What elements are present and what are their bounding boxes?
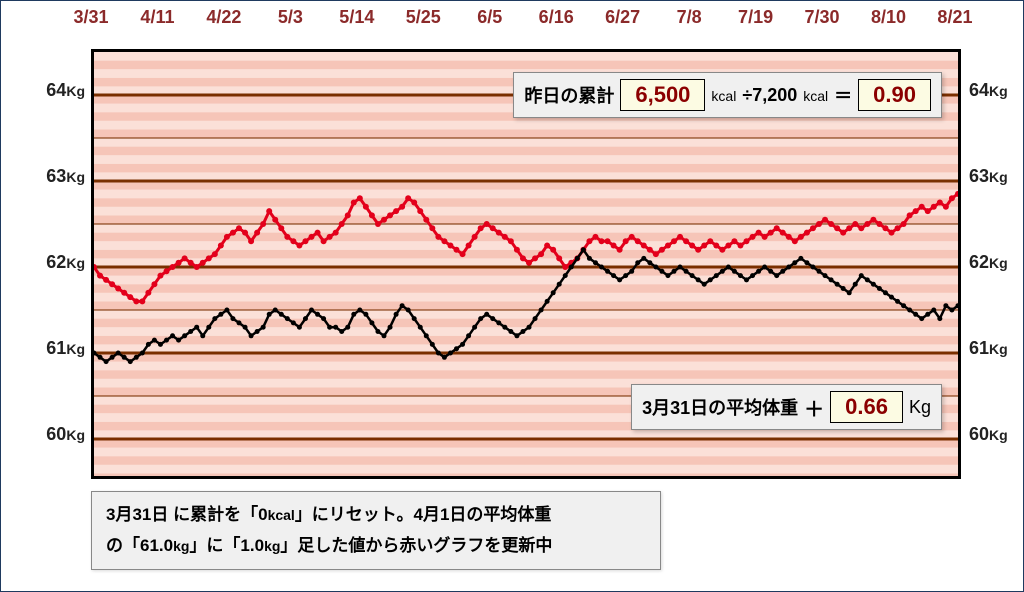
x-tick-label: 3/31: [73, 7, 108, 28]
y-tick-label-left: 64Kg: [25, 80, 85, 101]
x-tick-label: 5/3: [278, 7, 303, 28]
x-tick-label: 6/16: [539, 7, 574, 28]
x-tick-label: 8/10: [871, 7, 906, 28]
x-tick-label: 7/19: [738, 7, 773, 28]
plot-area: 昨日の累計 6,500 kcal ÷7,200 kcal ＝ 0.90 3月31…: [91, 49, 961, 479]
y-tick-label-left: 62Kg: [25, 252, 85, 273]
cumulative-label: 昨日の累計: [524, 82, 614, 108]
x-tick-label: 4/22: [206, 7, 241, 28]
equals-sign: ＝: [834, 82, 852, 108]
division-text: ÷7,200: [742, 85, 797, 106]
x-axis-labels: 3/31 4/11 4/22 5/3 5/14 5/25 6/5 6/16 6/27 7/8 7/1…: [1, 7, 1023, 37]
avg-weight-label: 3月31日の平均体重: [642, 394, 798, 420]
cumulative-calorie-box: 昨日の累計 6,500 kcal ÷7,200 kcal ＝ 0.90: [513, 72, 942, 118]
x-tick-label: 8/21: [937, 7, 972, 28]
x-tick-label: 6/5: [477, 7, 502, 28]
x-tick-label: 7/8: [677, 7, 702, 28]
y-tick-label-left: 60Kg: [25, 424, 85, 445]
y-tick-label-left: 61Kg: [25, 338, 85, 359]
y-tick-label-left: 63Kg: [25, 166, 85, 187]
x-tick-label: 6/27: [605, 7, 640, 28]
footnote-line-2: の「61.0kg」に「1.0kg」足した値から赤いグラフを更新中: [106, 531, 646, 562]
kg-unit: Kg: [909, 397, 931, 418]
footnote-box: 3月31日 に累計を「0kcal」にリセット。4月1日の平均体重 の「61.0k…: [91, 491, 661, 570]
cumulative-value: 6,500: [620, 79, 705, 111]
avg-weight-value: 0.66: [830, 391, 903, 423]
kcal-unit-1: kcal: [711, 85, 736, 106]
x-tick-label: 5/14: [339, 7, 374, 28]
plus-sign: ＋: [804, 393, 824, 422]
y-tick-label-right: 64Kg: [969, 80, 1024, 101]
y-tick-label-right: 60Kg: [969, 424, 1024, 445]
chart-container: 3/31 4/11 4/22 5/3 5/14 5/25 6/5 6/16 6/27 7/8 7/1…: [0, 0, 1024, 592]
y-tick-label-right: 62Kg: [969, 252, 1024, 273]
kcal-unit-2: kcal: [803, 85, 828, 106]
result-value: 0.90: [858, 79, 931, 111]
y-tick-label-right: 63Kg: [969, 166, 1024, 187]
x-tick-label: 5/25: [406, 7, 441, 28]
avg-weight-box: 3月31日の平均体重 ＋ 0.66 Kg: [631, 384, 942, 430]
y-tick-label-right: 61Kg: [969, 338, 1024, 359]
x-tick-label: 7/30: [805, 7, 840, 28]
footnote-line-1: 3月31日 に累計を「0kcal」にリセット。4月1日の平均体重: [106, 500, 646, 531]
x-tick-label: 4/11: [140, 7, 174, 28]
